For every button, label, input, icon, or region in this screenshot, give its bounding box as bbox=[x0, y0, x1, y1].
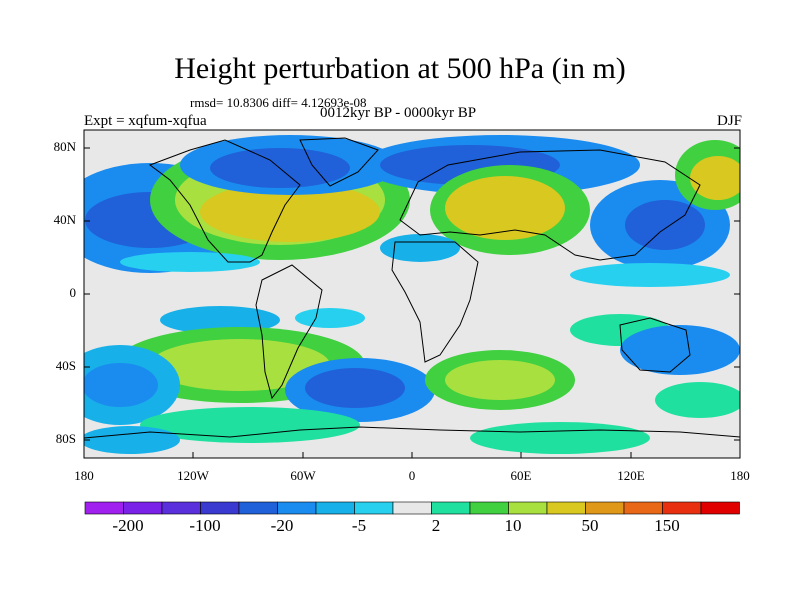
lon-label-60e: 60E bbox=[510, 468, 532, 483]
rmsd-stats: rmsd= 10.8306 diff= 4.12693e-08 bbox=[190, 95, 367, 110]
lon-label-180e: 180 bbox=[730, 468, 750, 483]
lat-label-40n: 40N bbox=[53, 212, 76, 227]
lat-label-80n: 80N bbox=[53, 139, 76, 154]
colorbar-swatch bbox=[469, 501, 509, 515]
colorbar-swatch bbox=[700, 501, 740, 515]
map-title: Height perturbation at 500 hPa (in m) bbox=[174, 52, 626, 85]
field-region bbox=[470, 422, 650, 454]
colorbar-swatch bbox=[123, 501, 163, 515]
map-plot-area bbox=[84, 130, 740, 458]
field-region bbox=[655, 382, 740, 418]
field-region bbox=[690, 156, 740, 200]
coastline-australia bbox=[619, 317, 691, 373]
field-region bbox=[620, 325, 740, 375]
lat-label-80s: 80S bbox=[55, 431, 76, 446]
colorbar-swatch bbox=[238, 501, 278, 515]
colorbar-swatch bbox=[161, 501, 201, 515]
colorbar-label: -100 bbox=[189, 516, 221, 535]
colorbar-swatch bbox=[354, 501, 394, 515]
field-region bbox=[380, 234, 460, 262]
experiment-label: Expt = xqfum-xqfua bbox=[84, 113, 207, 129]
colorbar-label: 150 bbox=[654, 516, 680, 535]
field-region bbox=[140, 407, 360, 443]
field-region bbox=[625, 200, 705, 250]
colorbar-swatch bbox=[200, 501, 240, 515]
season-label: DJF bbox=[716, 113, 742, 129]
lat-label-40s: 40S bbox=[55, 358, 76, 373]
coastlines bbox=[84, 137, 740, 439]
colorbar-label: 2 bbox=[431, 516, 441, 535]
colorbar-swatch bbox=[585, 501, 625, 515]
coastline-africa bbox=[391, 241, 479, 363]
field-region bbox=[84, 426, 180, 454]
period-label: 0012kyr BP - 0000kyr BP bbox=[320, 105, 477, 121]
lon-label-180w: 180 bbox=[74, 468, 94, 483]
colorbar-swatch bbox=[662, 501, 702, 515]
field-region bbox=[445, 176, 565, 240]
field-region bbox=[160, 306, 280, 334]
field-region bbox=[84, 363, 158, 407]
colorbar-label: -200 bbox=[112, 516, 144, 535]
coastline-greenland bbox=[299, 137, 379, 187]
colorbar-swatch bbox=[546, 501, 586, 515]
coastline-eurasia bbox=[399, 149, 701, 261]
colorbar-swatch bbox=[431, 501, 471, 515]
field-region bbox=[445, 360, 555, 400]
colorbar-label: 10 bbox=[504, 516, 522, 535]
field-region bbox=[200, 182, 380, 242]
lon-label-0: 0 bbox=[408, 468, 416, 483]
coastline-south-america bbox=[255, 264, 323, 400]
colorbar-swatch bbox=[315, 501, 355, 515]
colorbar-label: 50 bbox=[581, 516, 599, 535]
field-region bbox=[305, 368, 405, 408]
colorbar-label: -20 bbox=[270, 516, 294, 535]
colorbar-swatch bbox=[623, 501, 663, 515]
lon-label-120e: 120E bbox=[617, 468, 645, 483]
lat-label-eq: 0 bbox=[69, 285, 77, 300]
field-region bbox=[120, 252, 260, 272]
colorbar-label: -5 bbox=[351, 516, 367, 535]
lon-label-60w: 60W bbox=[290, 468, 316, 483]
coastline-antarctica bbox=[84, 426, 740, 439]
colorbar bbox=[84, 501, 740, 515]
colorbar-swatch bbox=[84, 501, 124, 515]
lon-label-120w: 120W bbox=[177, 468, 209, 483]
coastline-north-america bbox=[148, 139, 301, 263]
colorbar-swatch bbox=[508, 501, 548, 515]
colorbar-swatch bbox=[277, 501, 317, 515]
axis-ticks bbox=[83, 147, 741, 458]
colorbar-swatch bbox=[392, 501, 432, 515]
field-region bbox=[295, 308, 365, 328]
field-region bbox=[570, 263, 730, 287]
